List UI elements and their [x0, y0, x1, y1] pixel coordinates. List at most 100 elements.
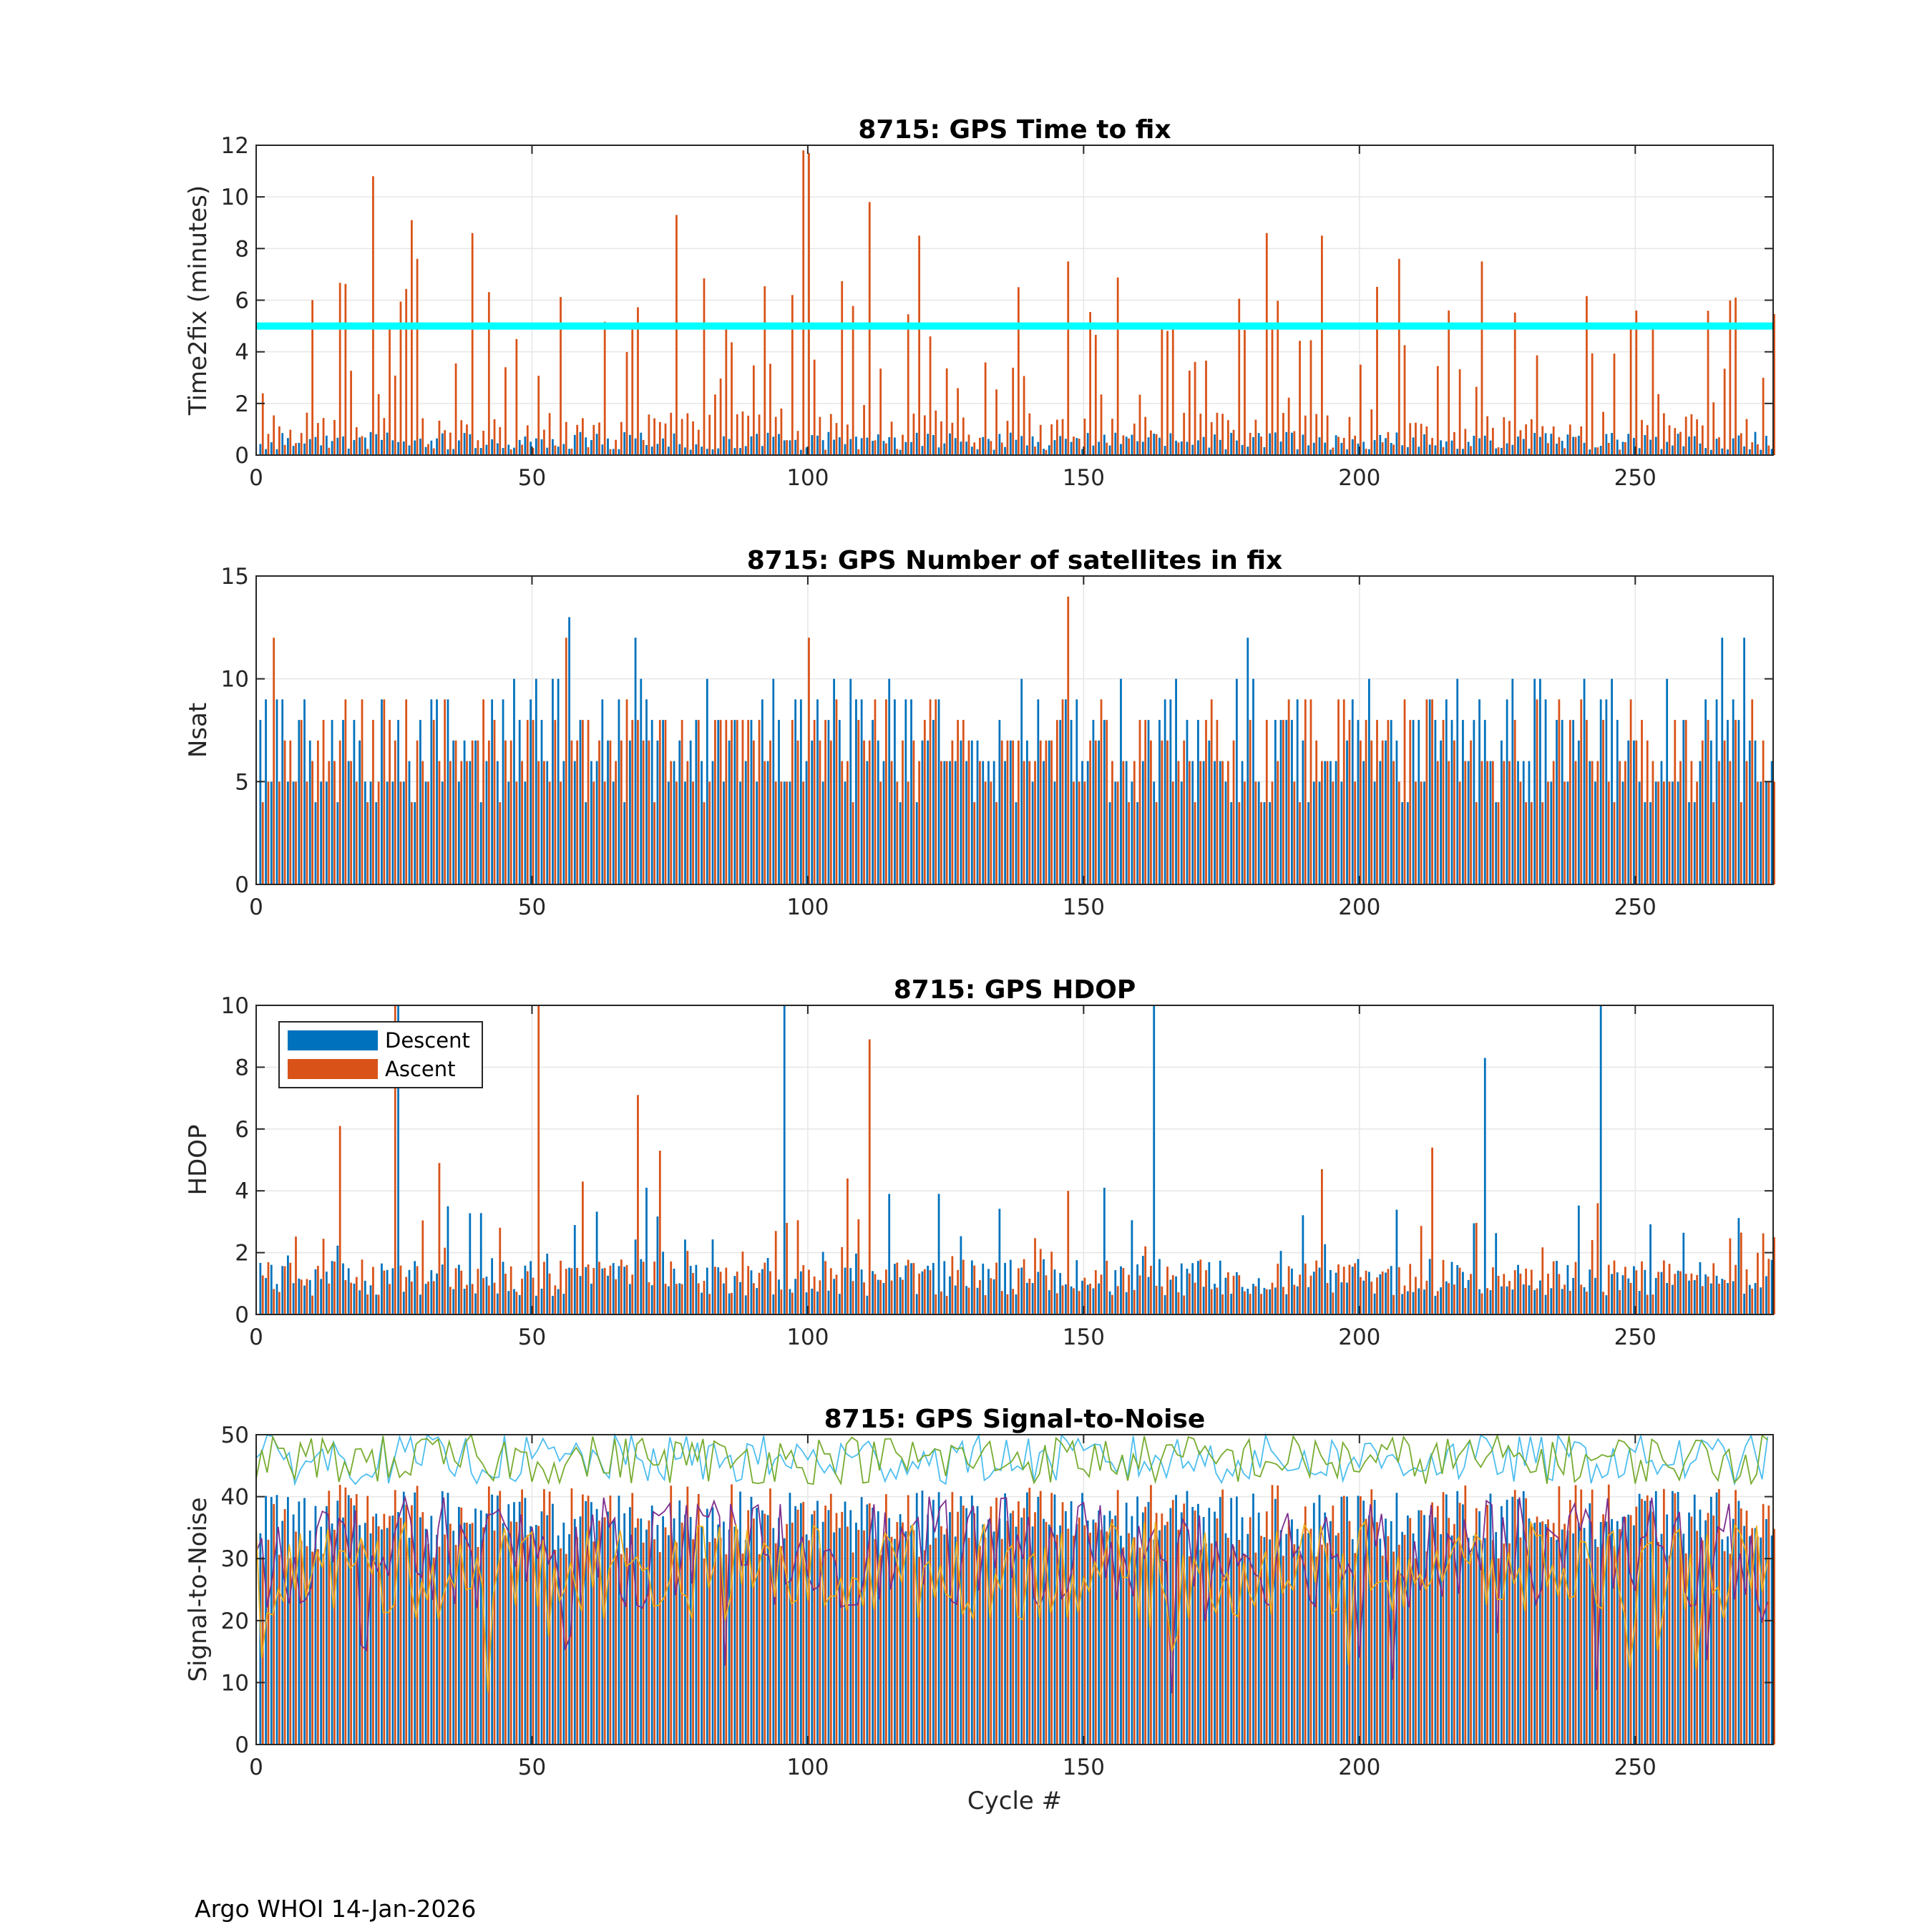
ascent-bar	[923, 720, 926, 884]
descent-bar	[1704, 699, 1707, 884]
y-tick-label: 10	[221, 667, 249, 693]
descent-bar	[766, 1515, 769, 1745]
descent-bar	[1208, 740, 1211, 884]
ascent-bar	[537, 1005, 540, 1314]
ascent-bar	[570, 740, 573, 884]
descent-bar	[1666, 1514, 1669, 1745]
ascent-bar	[1541, 802, 1544, 884]
descent-bar	[535, 1525, 537, 1745]
descent-bar	[1180, 1263, 1183, 1314]
descent-bar	[507, 1291, 510, 1314]
ascent-bar	[990, 441, 992, 455]
ascent-bar	[1547, 781, 1549, 884]
ascent-bar	[537, 1526, 540, 1745]
descent-bar	[1495, 1233, 1498, 1314]
descent-bar	[259, 444, 262, 455]
ascent-bar	[405, 1277, 408, 1314]
descent-bar	[1379, 1538, 1382, 1745]
ascent-bar	[570, 1268, 573, 1314]
ascent-bar	[328, 761, 331, 884]
ascent-bar	[808, 152, 810, 455]
descent-bar	[816, 1291, 819, 1314]
descent-bar	[530, 1261, 532, 1314]
descent-bar	[557, 678, 560, 884]
ascent-bar	[708, 1542, 711, 1745]
ascent-bar	[454, 740, 457, 884]
descent-bar	[899, 802, 902, 884]
y-tick-label: 30	[221, 1546, 249, 1572]
y-tick-label: 8	[235, 1055, 249, 1080]
ascent-bar	[902, 1522, 904, 1745]
descent-bar	[320, 1526, 323, 1745]
ascent-bar	[664, 1284, 667, 1314]
snr-axes-box	[255, 1434, 1774, 1745]
ascent-bar	[625, 699, 628, 884]
descent-bar	[821, 1252, 824, 1314]
ascent-bar	[1392, 1294, 1395, 1314]
descent-bar	[888, 437, 891, 455]
ascent-bar	[1442, 1492, 1445, 1745]
ascent-bar	[1723, 1279, 1726, 1314]
descent-bar	[369, 1285, 372, 1314]
ascent-bar	[1277, 301, 1279, 455]
ascent-bar	[283, 1266, 286, 1314]
ascent-bar	[1287, 397, 1290, 455]
ascent-bar	[278, 1554, 280, 1745]
ascent-bar	[377, 781, 380, 884]
ascent-bar	[929, 1270, 932, 1314]
ascent-bar	[896, 781, 899, 884]
ascent-bar	[1646, 740, 1649, 884]
ascent-bar	[1387, 1269, 1390, 1314]
descent-bar	[1737, 1501, 1740, 1745]
ascent-bar	[1144, 1506, 1147, 1745]
descent-bar	[552, 439, 554, 455]
descent-bar	[275, 699, 278, 884]
descent-bar	[1483, 435, 1486, 455]
descent-bar	[1274, 432, 1277, 455]
descent-bar	[1721, 638, 1724, 884]
descent-bar	[375, 1513, 378, 1745]
ascent-bar	[366, 802, 369, 884]
legend-entry: Descent	[385, 1028, 470, 1053]
ascent-bar	[1006, 421, 1009, 455]
descent-bar	[1279, 441, 1282, 455]
ascent-bar	[664, 1527, 667, 1745]
descent-bar	[761, 699, 763, 884]
ascent-bar	[995, 1497, 997, 1745]
ascent-bar	[283, 1509, 286, 1745]
descent-bar	[552, 1503, 554, 1745]
ascent-bar	[1497, 1275, 1500, 1314]
y-tick-label: 6	[235, 1117, 249, 1143]
ascent-bar	[1342, 437, 1345, 455]
descent-bar	[723, 781, 725, 884]
descent-bar	[1550, 1537, 1553, 1745]
descent-bar	[960, 1496, 962, 1745]
ascent-bar	[278, 781, 280, 884]
descent-bar	[1197, 440, 1199, 455]
descent-bar	[1462, 1272, 1464, 1314]
ascent-bar	[852, 306, 854, 455]
ascent-bar	[1690, 1273, 1693, 1314]
descent-bar	[1660, 1272, 1663, 1314]
ascent-bar	[1470, 1553, 1472, 1745]
descent-bar	[1092, 1519, 1095, 1745]
descent-bar	[1153, 1005, 1156, 1314]
descent-bar	[1092, 720, 1095, 884]
descent-bar	[275, 1495, 278, 1745]
descent-bar	[701, 447, 703, 455]
ascent-bar	[791, 1522, 794, 1745]
descent-bar	[1677, 1270, 1679, 1314]
descent-bar	[414, 440, 416, 455]
ascent-bar	[1629, 329, 1632, 455]
descent-bar	[1086, 1284, 1089, 1314]
ascent-bar	[847, 761, 849, 884]
descent-bar	[1577, 740, 1580, 884]
ascent-bar	[300, 1541, 303, 1745]
x-tick-label: 100	[786, 1324, 829, 1350]
ascent-bar	[1613, 1546, 1616, 1745]
descent-bar	[441, 1264, 444, 1314]
descent-bar	[1114, 1270, 1117, 1314]
descent-bar	[1147, 437, 1150, 455]
ascent-bar	[316, 740, 319, 884]
ascent-bar	[1205, 720, 1207, 884]
